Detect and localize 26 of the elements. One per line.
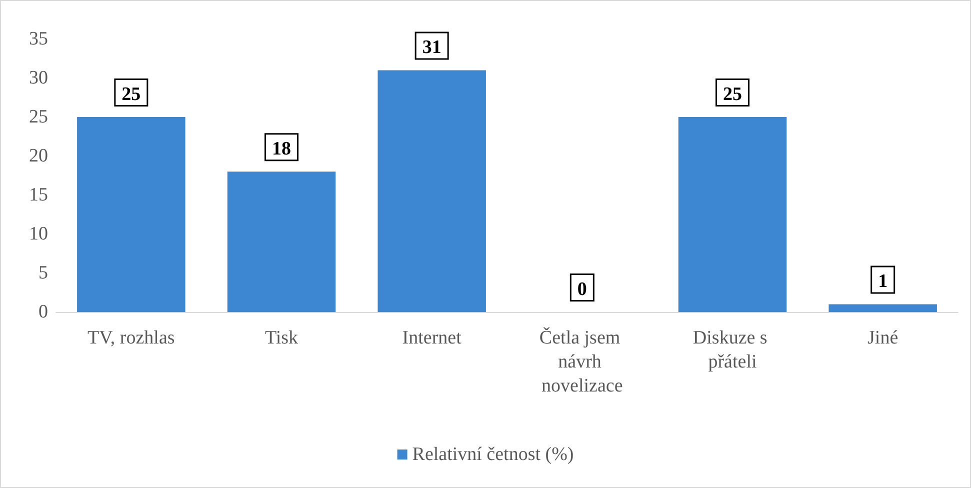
x-tick-label: Jiné — [868, 328, 898, 348]
data-label: 25 — [723, 84, 742, 105]
bar — [678, 117, 787, 312]
y-tick-label: 15 — [29, 184, 48, 206]
y-tick-label: 0 — [38, 302, 48, 322]
bar — [828, 304, 937, 312]
legend-label: Relativní četnost (%) — [412, 444, 574, 465]
data-label: 31 — [422, 37, 442, 58]
y-tick-label: 20 — [29, 146, 48, 166]
x-tick-label: Diskuze s přáteli — [692, 328, 772, 372]
data-label: 1 — [878, 271, 888, 292]
y-tick-label: 30 — [29, 68, 48, 88]
x-tick-label: Tisk — [264, 328, 299, 348]
bar — [77, 117, 186, 312]
data-label: 25 — [122, 84, 141, 105]
bar — [227, 172, 336, 312]
data-label: 0 — [577, 279, 587, 300]
y-tick-label: 35 — [29, 28, 48, 50]
y-tick-label: 25 — [29, 106, 48, 128]
x-tick-label: Internet — [402, 328, 462, 348]
data-label: 18 — [272, 138, 291, 160]
y-tick-label: 10 — [29, 224, 48, 244]
y-tick-label: 5 — [38, 262, 48, 284]
x-tick-label: Četla jsem návrh novelizace — [539, 326, 625, 396]
bar — [378, 70, 486, 312]
x-tick-label: TV, rozhlas — [88, 328, 175, 348]
